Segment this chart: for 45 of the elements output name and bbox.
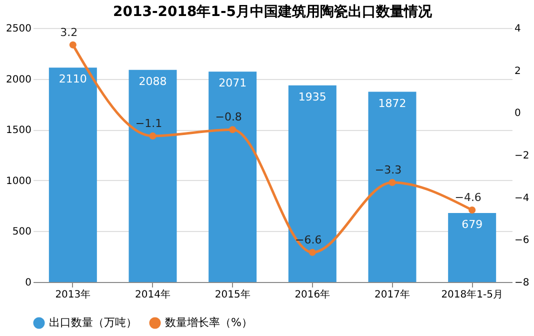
point (388, 178, 396, 186)
y2-tick-label: −4 (514, 192, 530, 204)
y-tick-label: 1500 (6, 125, 32, 136)
y-tick-label: 0 (25, 278, 32, 288)
y-tick-label: 2500 (6, 24, 32, 34)
point (308, 248, 316, 256)
data-label: 679 (462, 218, 483, 232)
data-label: −0.8 (215, 110, 242, 124)
bar (288, 85, 336, 282)
y2-tick-label: 2 (514, 66, 521, 77)
x-tick-label: 2016年 (294, 288, 330, 300)
bar (368, 92, 416, 282)
data-label: 2088 (138, 74, 167, 88)
x-tick-label: 2015年 (214, 288, 250, 300)
y2-tick-label: −6 (514, 235, 530, 246)
point (149, 132, 156, 140)
x-tick-label: 2014年 (135, 288, 170, 300)
legend-label: 出口数量（万吨） (49, 316, 137, 329)
bar (208, 72, 257, 282)
point (468, 206, 476, 214)
chart-title: 2013-2018年1-5月中国建筑用陶瓷出口数量情况 (112, 4, 434, 20)
bar (448, 213, 496, 282)
data-label: −3.3 (374, 164, 402, 177)
y2-tick-label: −2 (514, 150, 530, 162)
x-tick-label: 2013年 (55, 288, 91, 300)
y2-tick-label: −8 (514, 278, 530, 288)
y-tick-label: 500 (12, 226, 32, 238)
data-label: 2071 (218, 76, 247, 90)
data-label: 3.2 (60, 26, 78, 39)
point (229, 126, 236, 134)
y2-tick-label: 0 (514, 108, 521, 120)
y2-tick-label: 4 (514, 24, 521, 34)
y-tick-label: 2000 (6, 74, 32, 86)
data-label: 1872 (378, 96, 406, 110)
bar (48, 68, 97, 282)
data-label: 2110 (58, 72, 87, 86)
data-label: −4.6 (454, 191, 482, 204)
data-label: −1.1 (135, 116, 162, 130)
data-label: 1935 (298, 90, 326, 104)
x-tick-label: 2018年1-5月 (441, 288, 503, 300)
bar (128, 70, 177, 282)
legend-label: 数量增长率（%） (165, 316, 252, 329)
y-tick-label: 1000 (6, 176, 32, 187)
point (69, 41, 76, 48)
x-tick-label: 2017年 (374, 288, 410, 300)
